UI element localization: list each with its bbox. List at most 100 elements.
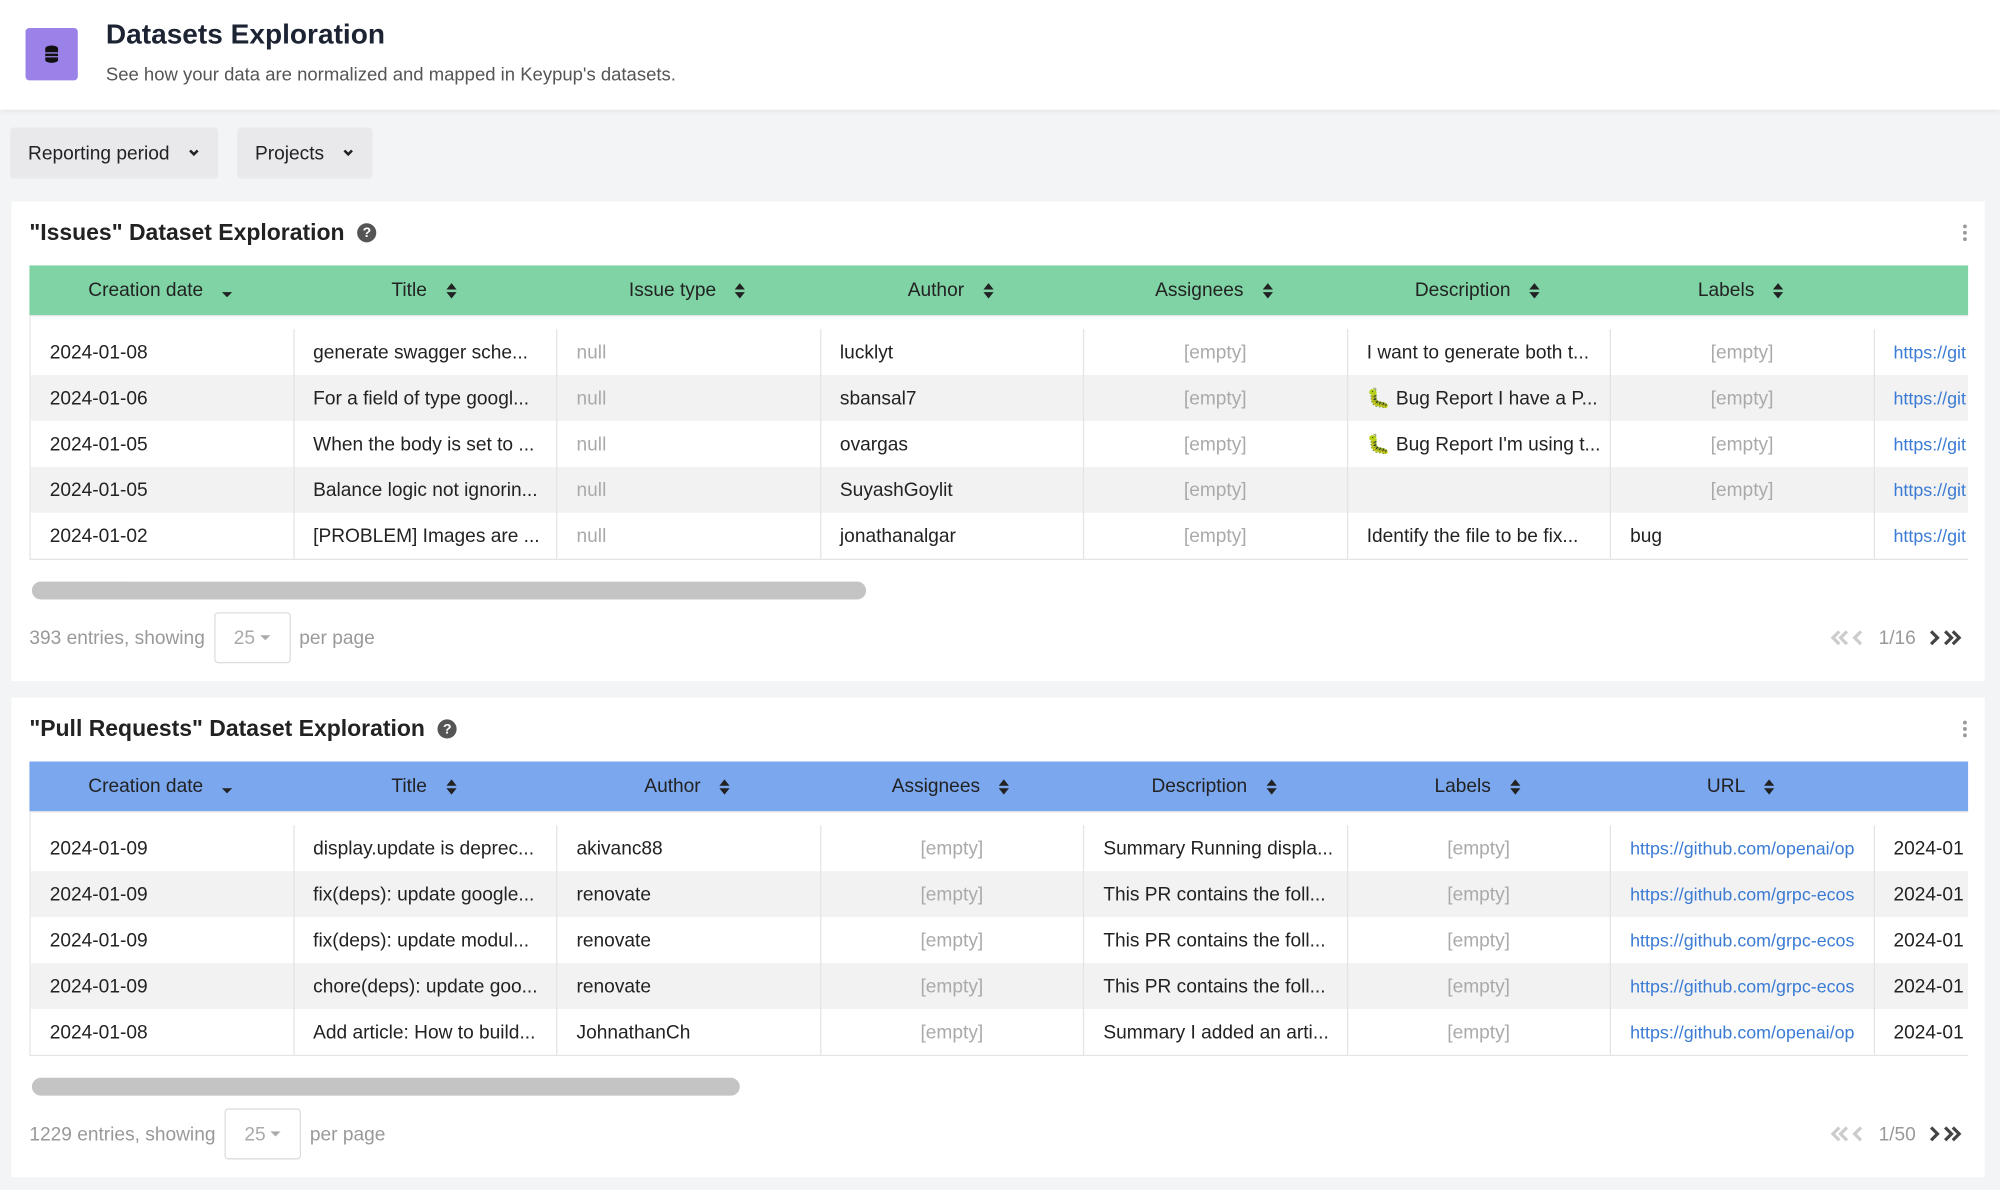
column-header[interactable]: Labels: [1610, 265, 1873, 315]
table-cell: [empty]: [821, 1008, 1085, 1055]
table-footer: 1229 entries, showing 25 per page 1/50: [29, 1108, 1967, 1160]
table-cell: https://github.com/grpc-ecos: [1611, 917, 1875, 964]
table-cell: [empty]: [1611, 466, 1875, 513]
table-cell: https://github.com/openai/op: [1611, 825, 1875, 872]
table-cell: [empty]: [1348, 963, 1611, 1009]
scrollbar[interactable]: [31, 581, 867, 600]
table-cell: https://github.com/grpc-ecos: [1611, 963, 1875, 1009]
table-cell: akivanc88: [557, 825, 821, 872]
filter-dropdown[interactable]: Projects: [237, 127, 373, 179]
table-cell: 2024-01: [1874, 825, 1968, 871]
table-cell: [empty]: [821, 871, 1085, 918]
per-page-select[interactable]: 25: [224, 1108, 301, 1160]
table-row: 2024-01-05 Balance logic not ignorin... nu…: [30, 466, 1969, 513]
table-cell: I want to generate both t...: [1348, 329, 1611, 375]
table-row: 2024-01-08 generate swagger sche... null lu…: [31, 329, 1968, 375]
table-cell: https://git: [1874, 513, 1968, 559]
column-header[interactable]: Creation date: [29, 265, 292, 315]
table-cell: bug: [1611, 512, 1875, 559]
table-cell: SuyashGoylit: [821, 466, 1085, 513]
db-glyph: [45, 45, 59, 63]
column-header[interactable]: Title: [293, 761, 556, 811]
table-cell: [PROBLEM] Images are ...: [294, 512, 558, 559]
table-row: 2024-01-09 fix(deps): update modul... reno…: [31, 917, 1968, 964]
table-cell: 2024-01-08: [31, 329, 295, 375]
panel-menu[interactable]: [1963, 224, 1967, 243]
table-cell: 2024-01-09: [31, 825, 295, 872]
table-cell: [empty]: [1084, 374, 1348, 421]
help-icon[interactable]: ?: [437, 719, 457, 739]
table-cell: null: [557, 512, 821, 559]
table-cell: [1348, 466, 1611, 513]
table-cell: 2024-01-06: [31, 374, 295, 421]
column-header[interactable]: Assignees: [1083, 265, 1346, 315]
column-header[interactable]: [1873, 265, 1968, 315]
per-page-label: per page: [299, 626, 375, 649]
table-cell: [empty]: [1084, 466, 1348, 513]
table-body: 2024-01-08 generate swagger sche... null lu…: [29, 315, 1969, 560]
table-cell: [empty]: [1084, 329, 1348, 375]
table-cell: Identify the file to be fix...: [1348, 512, 1611, 559]
page-indicator: 1/16: [1878, 626, 1916, 649]
table-cell: 🐛 Bug Report I'm using t...: [1348, 420, 1611, 467]
table-cell: 2024-01-02: [31, 512, 295, 559]
table-cell: renovate: [557, 963, 821, 1009]
table-cell: [empty]: [1611, 329, 1875, 375]
table-cell: renovate: [557, 871, 821, 918]
table-cell: display.update is deprec...: [294, 825, 558, 872]
column-header[interactable]: Description: [1083, 761, 1346, 811]
table-cell: For a field of type googl...: [294, 374, 558, 421]
table-cell: This PR contains the foll...: [1084, 917, 1348, 964]
table-cell: https://git: [1874, 467, 1968, 513]
per-page-label: per page: [309, 1123, 386, 1145]
page-arrows[interactable]: [1926, 629, 1967, 647]
data-table: Creation date Title Issue type Author Assign…: [29, 265, 1969, 560]
table-cell: jonathanalgar: [821, 512, 1085, 559]
column-header[interactable]: URL: [1610, 761, 1873, 811]
table-cell: [empty]: [1611, 420, 1875, 467]
table-cell: fix(deps): update google...: [294, 871, 558, 918]
table-cell: sbansal7: [821, 374, 1085, 421]
column-header[interactable]: Labels: [1346, 761, 1609, 811]
pagination: 1/50: [1828, 1123, 1967, 1145]
column-label: Issue type: [628, 279, 717, 302]
filter-label: Reporting period: [28, 142, 170, 164]
column-header[interactable]: Issue type: [556, 265, 819, 315]
table-cell: Summary Running displa...: [1084, 825, 1348, 872]
table-header: Creation date Title Issue type Author Assign…: [29, 265, 1969, 316]
table-cell: 2024-01: [1874, 917, 1968, 963]
filter-dropdown[interactable]: Reporting period: [10, 127, 218, 179]
table-cell: 2024-01: [1874, 963, 1968, 1009]
page-arrows[interactable]: [1926, 1125, 1967, 1143]
column-label: Assignees: [1155, 279, 1244, 302]
column-header[interactable]: Author: [820, 265, 1083, 315]
per-page-select[interactable]: 25: [213, 612, 291, 664]
table-cell: Balance logic not ignorin...: [294, 466, 558, 513]
panel-menu[interactable]: [1963, 720, 1967, 740]
column-header[interactable]: Description: [1346, 265, 1609, 315]
column-label: Description: [1151, 775, 1248, 798]
table-cell: 2024-01-08: [31, 1008, 295, 1055]
filters: Reporting period Projects: [10, 127, 373, 179]
column-header[interactable]: Author: [556, 761, 819, 811]
column-header[interactable]: Assignees: [820, 761, 1083, 811]
table-cell: 2024-01: [1874, 871, 1968, 917]
table-cell: ovargas: [821, 420, 1085, 467]
table-cell: 2024-01-09: [31, 917, 295, 964]
column-header[interactable]: Creation date: [29, 761, 292, 811]
table-row: 2024-01-02 [PROBLEM] Images are ... null jo…: [31, 512, 1968, 559]
scrollbar[interactable]: [31, 1077, 740, 1096]
table-cell: 2024-01-09: [31, 871, 295, 918]
page-indicator: 1/50: [1878, 1123, 1916, 1145]
page-arrows[interactable]: [1828, 1125, 1869, 1143]
table-body: 2024-01-09 display.update is deprec... aki…: [29, 811, 1969, 1057]
help-icon[interactable]: ?: [357, 223, 377, 243]
page-arrows[interactable]: [1828, 629, 1869, 647]
column-header[interactable]: Title: [293, 265, 556, 315]
table-cell: [empty]: [1348, 871, 1611, 918]
table-cell: Summary I added an arti...: [1084, 1008, 1348, 1055]
column-header[interactable]: First c: [1873, 761, 1968, 811]
column-label: Labels: [1697, 279, 1755, 302]
panel-title-text: "Issues" Dataset Exploration: [29, 219, 345, 245]
